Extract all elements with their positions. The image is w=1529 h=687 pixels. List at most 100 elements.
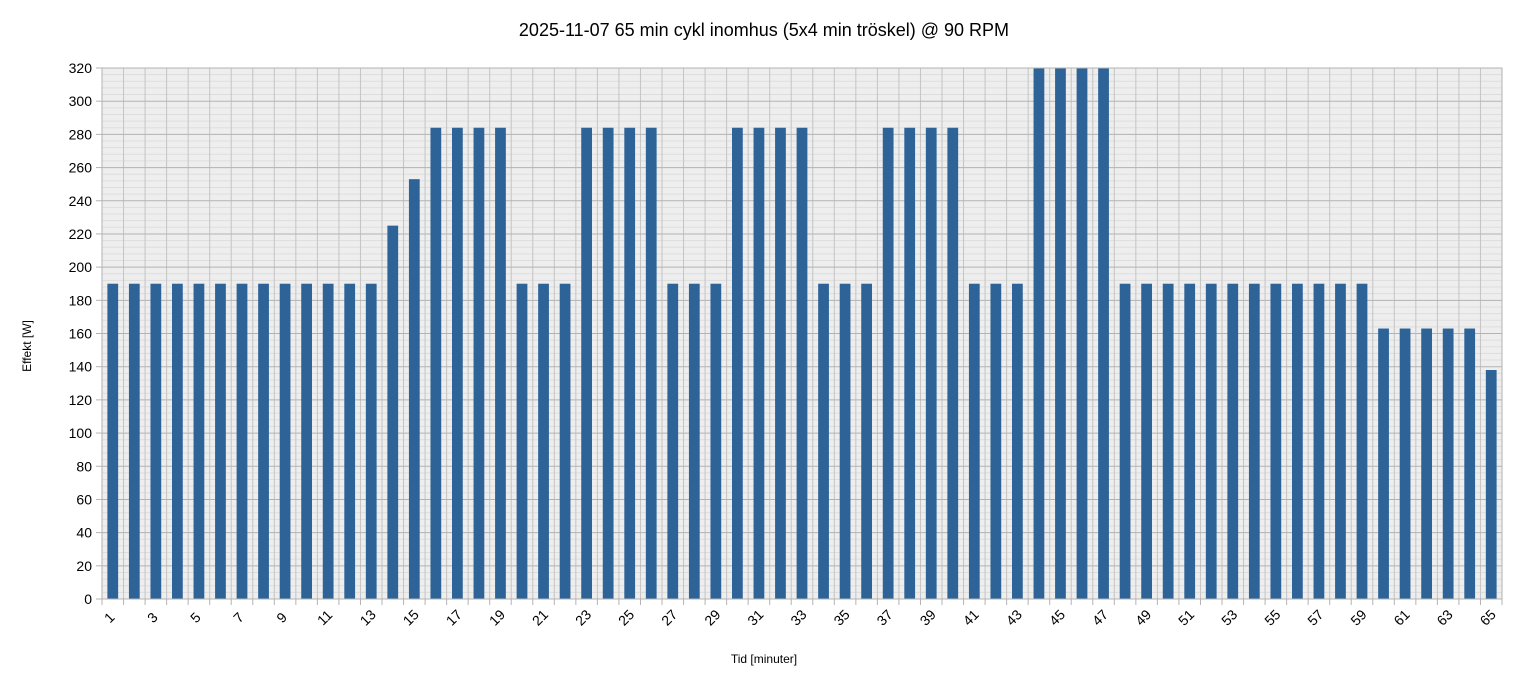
y-tick-label: 320 bbox=[69, 60, 93, 76]
x-tick-label: 59 bbox=[1347, 606, 1369, 628]
bar bbox=[559, 283, 571, 599]
y-tick-label: 20 bbox=[76, 558, 92, 574]
x-tick-label: 53 bbox=[1218, 606, 1240, 628]
bar bbox=[839, 283, 851, 599]
bar bbox=[150, 283, 162, 599]
bar bbox=[1012, 283, 1023, 599]
y-tick-label: 180 bbox=[69, 292, 93, 308]
bar bbox=[947, 127, 959, 600]
bar bbox=[538, 283, 549, 599]
x-tick-label: 7 bbox=[230, 609, 247, 626]
bar bbox=[861, 283, 872, 599]
x-tick-label: 9 bbox=[273, 609, 290, 626]
bar bbox=[1033, 68, 1045, 599]
chart-title: 2025-11-07 65 min cykl inomhus (5x4 min … bbox=[519, 20, 1009, 40]
bar bbox=[1270, 283, 1282, 599]
bar bbox=[1421, 328, 1432, 599]
bar bbox=[667, 283, 679, 599]
y-tick-label: 300 bbox=[69, 93, 93, 109]
bar bbox=[279, 283, 291, 599]
bar bbox=[581, 127, 592, 600]
bar bbox=[904, 127, 916, 600]
bar bbox=[1313, 283, 1325, 599]
x-tick-label: 11 bbox=[314, 607, 336, 629]
y-tick-label: 260 bbox=[69, 160, 93, 176]
bar bbox=[1119, 283, 1131, 599]
x-tick-label: 61 bbox=[1390, 606, 1412, 628]
x-tick-label: 49 bbox=[1132, 606, 1154, 628]
bar bbox=[1227, 283, 1239, 599]
x-tick-label: 27 bbox=[658, 606, 680, 628]
bar bbox=[193, 283, 205, 599]
bar bbox=[1162, 283, 1174, 599]
bar bbox=[796, 127, 808, 600]
bar bbox=[344, 283, 356, 599]
bar bbox=[387, 225, 399, 599]
x-tick-label: 19 bbox=[486, 606, 508, 628]
bar bbox=[495, 127, 506, 600]
x-tick-label: 31 bbox=[744, 606, 766, 628]
x-tick-label: 65 bbox=[1477, 606, 1499, 628]
bar bbox=[1485, 370, 1497, 599]
y-tick-labels: 0 20 40 60 80 100 120 140 160 180 200 220 240 260 280 3… bbox=[69, 60, 93, 607]
bar bbox=[107, 283, 119, 599]
bar bbox=[753, 127, 765, 600]
bar bbox=[602, 127, 614, 600]
x-tick-label: 57 bbox=[1304, 606, 1326, 628]
x-tick-labels: 1 3 5 7 9 11 13 15 17 19 21 23 25 27 29 31 33 35 37 39 41 43 4… bbox=[101, 606, 1499, 628]
x-tick-label: 21 bbox=[529, 606, 551, 628]
bar bbox=[710, 283, 722, 599]
bar bbox=[215, 283, 226, 599]
y-tick-label: 0 bbox=[84, 591, 92, 607]
bar bbox=[1356, 283, 1368, 599]
y-tick-label: 40 bbox=[76, 525, 92, 541]
y-tick-label: 60 bbox=[76, 491, 92, 507]
x-tick-label: 23 bbox=[572, 606, 594, 628]
x-tick-label: 3 bbox=[144, 609, 161, 626]
bar bbox=[516, 283, 528, 599]
x-tick-label: 35 bbox=[830, 606, 852, 628]
bar bbox=[1335, 283, 1346, 599]
x-tick-label: 43 bbox=[1003, 606, 1025, 628]
axes bbox=[96, 67, 1503, 605]
x-tick-label: 5 bbox=[187, 609, 204, 626]
bar bbox=[258, 283, 269, 599]
bar bbox=[408, 179, 420, 599]
x-tick-label: 47 bbox=[1089, 606, 1111, 628]
bar bbox=[1464, 328, 1476, 599]
x-axis-title: Tid [minuter] bbox=[731, 652, 797, 666]
bar bbox=[172, 283, 183, 599]
x-tick-label: 13 bbox=[357, 606, 379, 628]
y-tick-label: 120 bbox=[69, 392, 93, 408]
bar bbox=[818, 283, 829, 599]
bar bbox=[1184, 283, 1196, 599]
bar bbox=[624, 127, 636, 600]
bar bbox=[1055, 68, 1066, 599]
x-tick-label: 17 bbox=[443, 606, 465, 628]
bar bbox=[968, 283, 980, 599]
x-tick-label: 39 bbox=[917, 606, 939, 628]
x-tick-label: 33 bbox=[787, 606, 809, 628]
bar bbox=[430, 127, 442, 600]
bar bbox=[688, 283, 700, 599]
bar bbox=[990, 283, 1002, 599]
bar bbox=[925, 127, 937, 600]
bar bbox=[732, 127, 743, 600]
bar bbox=[365, 283, 377, 599]
y-tick-label: 100 bbox=[69, 425, 93, 441]
bar bbox=[775, 127, 786, 600]
y-tick-label: 280 bbox=[69, 126, 93, 142]
y-tick-label: 240 bbox=[69, 193, 93, 209]
bar bbox=[301, 283, 312, 599]
x-tick-label: 41 bbox=[960, 606, 982, 628]
bar bbox=[452, 127, 463, 600]
bar bbox=[1098, 68, 1109, 599]
bar bbox=[1141, 283, 1152, 599]
bar bbox=[1442, 328, 1454, 599]
bar bbox=[1205, 283, 1217, 599]
bar bbox=[882, 127, 894, 600]
bar bbox=[322, 283, 334, 599]
bar bbox=[1399, 328, 1411, 599]
x-tick-label: 15 bbox=[400, 606, 422, 628]
